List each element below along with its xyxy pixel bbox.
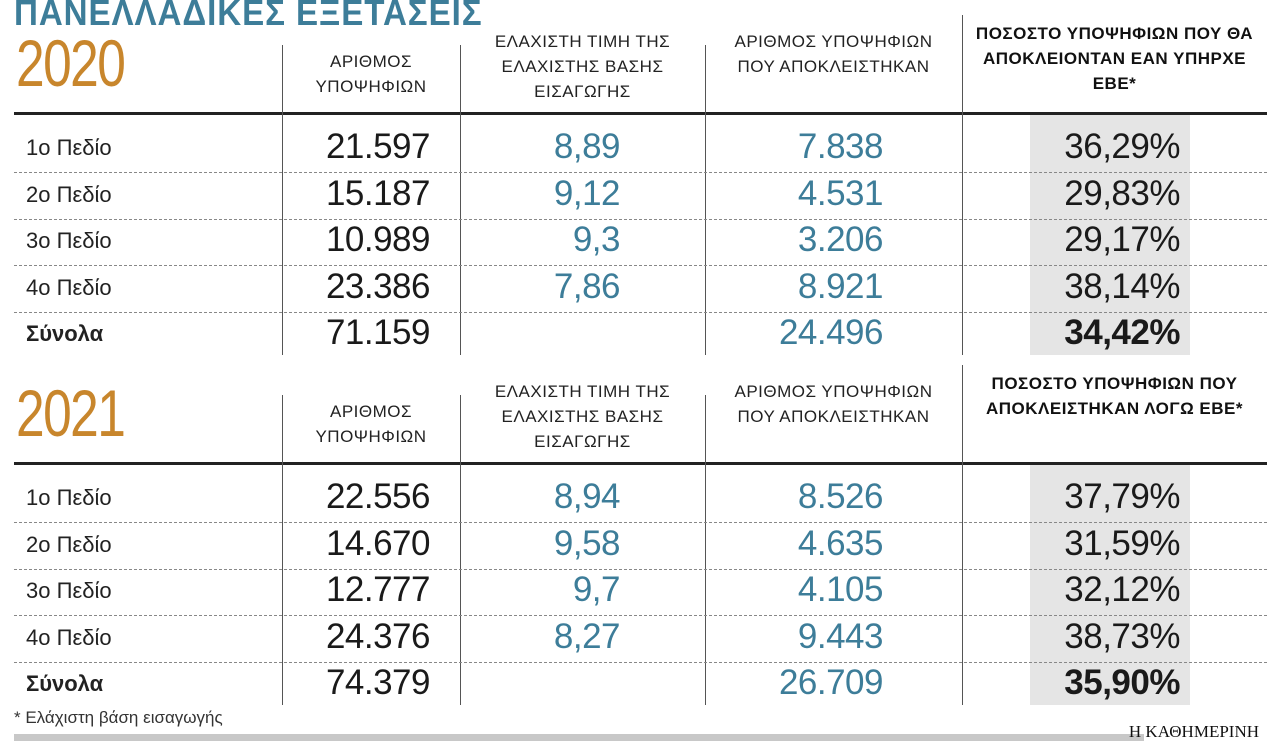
table-row: 2ο Πεδίο 15.187 9,12 4.531 29,83% xyxy=(14,172,1267,220)
column-header: ΠΟΣΟΣΤΟ ΥΠΟΨΗΦΙΩΝ ΠΟΥ ΘΑ ΑΠΟΚΛΕΙΟΝΤΑΝ ΕΑ… xyxy=(975,24,1254,93)
table-row: 4ο Πεδίο 24.376 8,27 9.443 38,73% xyxy=(14,615,1267,663)
table-row: Σύνολα 74.379 26.709 35,90% xyxy=(14,661,1267,708)
column-header: ΕΛΑΧΙΣΤΗ ΤΙΜΗ ΤΗΣ ΕΛΑΧΙΣΤΗΣ ΒΑΣΗΣ ΕΙΣΑΓΩ… xyxy=(494,32,671,101)
row-label: 1ο Πεδίο xyxy=(26,135,112,160)
candidates-value: 21.597 xyxy=(325,127,431,166)
excluded-value: 4.531 xyxy=(797,173,884,213)
min-base-value: 9,3 xyxy=(572,220,621,259)
candidates-value: 71.159 xyxy=(325,313,431,352)
excluded-value: 7.838 xyxy=(797,127,884,166)
candidates-value: 12.777 xyxy=(325,570,431,609)
column-header: ΠΟΣΟΣΤΟ ΥΠΟΨΗΦΙΩΝ ΠΟΥ ΑΠΟΚΛΕΙΣΤΗΚΑΝ ΛΟΓΩ… xyxy=(986,374,1243,418)
percentage-value: 29,17% xyxy=(1064,220,1180,259)
candidates-value: 14.670 xyxy=(325,523,431,563)
page-title: ΠΑΝΕΛΛΑΔΙΚΕΣ ΕΞΕΤΑΣΕΙΣ xyxy=(14,0,483,33)
footer-bar xyxy=(14,734,1144,741)
year-heading: 2021 xyxy=(16,376,126,450)
excluded-value: 8.526 xyxy=(797,477,884,516)
min-base-value: 9,7 xyxy=(572,570,621,609)
table-row: Σύνολα 71.159 24.496 34,42% xyxy=(14,311,1267,358)
table-row: 1ο Πεδίο 22.556 8,94 8.526 37,79% xyxy=(14,475,1267,523)
candidates-value: 23.386 xyxy=(325,266,431,306)
percentage-value: 37,79% xyxy=(1064,477,1180,516)
column-divider xyxy=(460,45,461,355)
column-header: ΑΡΙΘΜΟΣ ΥΠΟΨΗΦΙΩΝ ΠΟΥ ΑΠΟΚΛΕΙΣΤΗΚΑΝ xyxy=(734,382,933,426)
column-divider xyxy=(705,45,706,355)
column-divider xyxy=(282,45,283,355)
column-header: ΕΛΑΧΙΣΤΗ ΤΙΜΗ ΤΗΣ ΕΛΑΧΙΣΤΗΣ ΒΑΣΗΣ ΕΙΣΑΓΩ… xyxy=(494,382,671,451)
header-rule xyxy=(14,112,1267,115)
column-header: ΑΡΙΘΜΟΣ ΥΠΟΨΗΦΙΩΝ xyxy=(315,52,427,96)
table-row: 3ο Πεδίο 10.989 9,3 3.206 29,17% xyxy=(14,218,1267,266)
excluded-value: 26.709 xyxy=(778,663,884,702)
table-row: 1ο Πεδίο 21.597 8,89 7.838 36,29% xyxy=(14,125,1267,173)
highlight-column xyxy=(1030,115,1190,355)
excluded-value: 9.443 xyxy=(797,616,884,656)
row-label: 1ο Πεδίο xyxy=(26,485,112,510)
min-base-value: 8,94 xyxy=(553,477,621,516)
column-header: ΑΡΙΘΜΟΣ ΥΠΟΨΗΦΙΩΝ xyxy=(315,402,427,446)
min-base-value: 9,12 xyxy=(553,173,621,213)
min-base-value: 7,86 xyxy=(553,266,621,306)
table-row: 4ο Πεδίο 23.386 7,86 8.921 38,14% xyxy=(14,265,1267,313)
year-heading: 2020 xyxy=(16,26,126,100)
column-divider xyxy=(282,395,283,705)
excluded-value: 4.105 xyxy=(797,570,884,609)
brand-logo: Η ΚΑΘΗΜΕΡΙΝΗ xyxy=(1128,722,1259,741)
candidates-value: 24.376 xyxy=(325,616,431,656)
column-divider xyxy=(962,15,963,355)
percentage-value: 38,14% xyxy=(1064,266,1180,306)
column-divider xyxy=(705,395,706,705)
min-base-value: 8,89 xyxy=(553,127,621,166)
row-label: 2ο Πεδίο xyxy=(26,531,112,557)
percentage-value: 32,12% xyxy=(1064,570,1180,609)
highlight-column xyxy=(1030,465,1190,705)
table-section-2020: 2020 ΑΡΙΘΜΟΣ ΥΠΟΨΗΦΙΩΝ ΕΛΑΧΙΣΤΗ ΤΙΜΗ ΤΗΣ Ε… xyxy=(0,15,1267,370)
table-row: 2ο Πεδίο 14.670 9,58 4.635 31,59% xyxy=(14,522,1267,570)
row-label: Σύνολα xyxy=(26,321,104,346)
excluded-value: 24.496 xyxy=(778,313,884,352)
excluded-value: 4.635 xyxy=(797,523,884,563)
percentage-value: 35,90% xyxy=(1064,663,1180,702)
excluded-value: 3.206 xyxy=(797,220,884,259)
min-base-value: 9,58 xyxy=(553,523,621,563)
row-label: Σύνολα xyxy=(26,671,104,696)
column-divider xyxy=(962,365,963,705)
row-label: 4ο Πεδίο xyxy=(26,274,112,300)
row-label: 4ο Πεδίο xyxy=(26,624,112,650)
min-base-value: 8,27 xyxy=(553,616,621,656)
percentage-value: 29,83% xyxy=(1064,173,1180,213)
percentage-value: 31,59% xyxy=(1064,523,1180,563)
footnote: * Ελάχιστη βάση εισαγωγής xyxy=(14,708,223,727)
percentage-value: 38,73% xyxy=(1064,616,1180,656)
percentage-value: 34,42% xyxy=(1064,313,1180,352)
column-divider xyxy=(460,395,461,705)
column-header: ΑΡΙΘΜΟΣ ΥΠΟΨΗΦΙΩΝ ΠΟΥ ΑΠΟΚΛΕΙΣΤΗΚΑΝ xyxy=(734,32,933,76)
candidates-value: 15.187 xyxy=(325,173,431,213)
candidates-value: 74.379 xyxy=(325,663,431,702)
row-label: 3ο Πεδίο xyxy=(26,578,112,603)
candidates-value: 22.556 xyxy=(325,477,431,516)
header-rule xyxy=(14,462,1267,465)
row-label: 2ο Πεδίο xyxy=(26,181,112,207)
row-label: 3ο Πεδίο xyxy=(26,228,112,253)
table-section-2021: 2021 ΑΡΙΘΜΟΣ ΥΠΟΨΗΦΙΩΝ ΕΛΑΧΙΣΤΗ ΤΙΜΗ ΤΗΣ Ε… xyxy=(0,365,1267,720)
table-row: 3ο Πεδίο 12.777 9,7 4.105 32,12% xyxy=(14,568,1267,616)
candidates-value: 10.989 xyxy=(325,220,431,259)
excluded-value: 8.921 xyxy=(797,266,884,306)
percentage-value: 36,29% xyxy=(1064,127,1180,166)
